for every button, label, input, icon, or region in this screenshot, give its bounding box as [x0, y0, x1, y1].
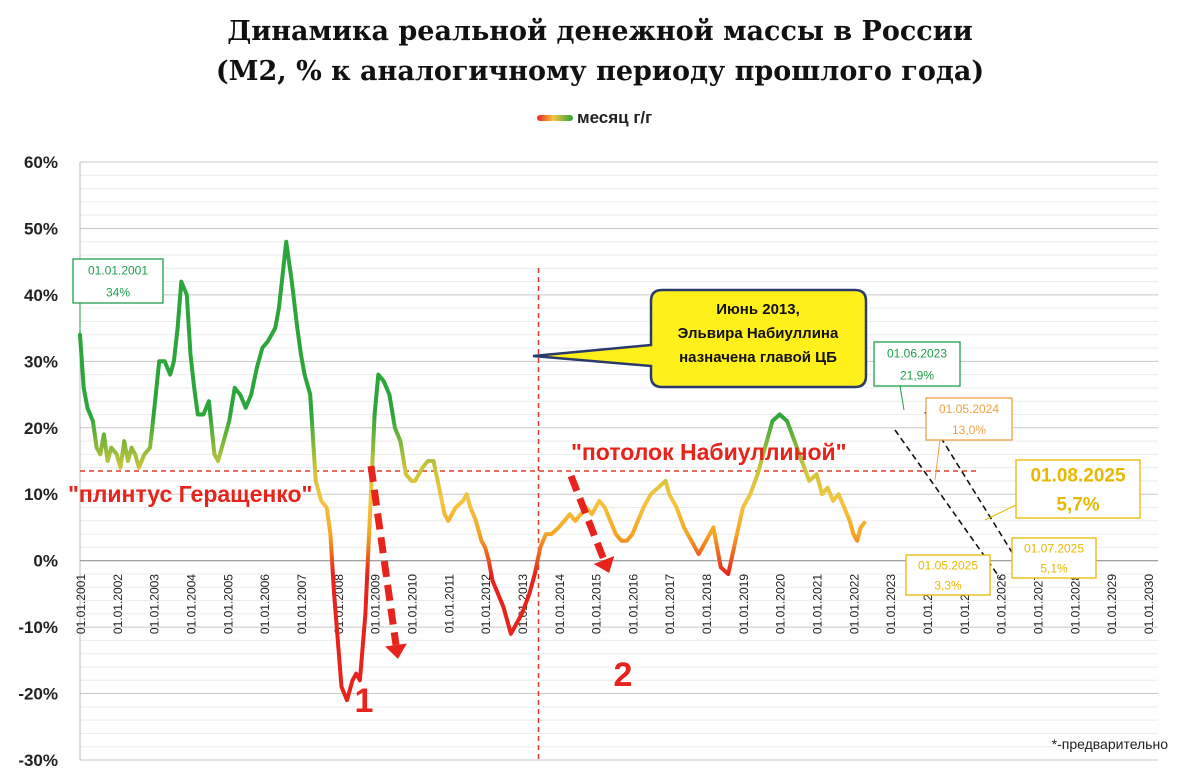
legend-label: месяц г/г	[577, 108, 653, 127]
legend-swatch	[537, 115, 573, 121]
y-tick-label: -10%	[18, 618, 58, 637]
x-tick-label: 01.01.2026	[995, 574, 1009, 634]
footnote: *-предварительно	[1051, 736, 1168, 752]
x-tick-label: 01.01.2011	[442, 574, 456, 633]
x-tick-label: 01.01.2007	[295, 574, 309, 634]
y-tick-label: -20%	[18, 685, 58, 704]
annotation-2025-08-text: 01.08.2025	[1030, 465, 1126, 486]
annotation-2024-leader	[934, 439, 941, 481]
x-tick-label: 01.01.2027	[1032, 574, 1046, 634]
y-tick-label: -30%	[18, 751, 58, 770]
annotation-2023-text: 01.06.2023	[887, 346, 947, 360]
chart-title-line2: (М2, % к аналогичному периоду прошлого г…	[215, 56, 985, 87]
x-tick-label: 01.01.2019	[737, 574, 751, 634]
annotation-2025-05-text: 3,3%	[934, 578, 962, 592]
crisis-label-2: 2	[614, 656, 633, 694]
ceiling-label: "потолок Набиуллиной"	[571, 439, 847, 465]
annotation-2023-text: 21,9%	[900, 368, 934, 382]
legend: месяц г/г	[537, 108, 652, 128]
y-tick-label: 40%	[24, 286, 58, 305]
annotation-2024-box	[925, 397, 1013, 441]
x-tick-label: 01.01.2010	[405, 574, 419, 634]
crisis-arrow-2-head	[593, 555, 615, 574]
annotation-2025-07-box	[1011, 537, 1097, 579]
x-tick-label: 01.01.2022	[847, 574, 861, 634]
y-tick-label: 50%	[24, 219, 58, 238]
x-tick-label: 01.01.2009	[369, 574, 383, 634]
x-tick-label: 01.01.2023	[884, 574, 898, 634]
y-tick-label: 30%	[24, 352, 58, 371]
x-tick-label: 01.01.2030	[1142, 574, 1156, 634]
x-tick-label: 01.01.2021	[811, 574, 825, 634]
y-tick-label: 60%	[24, 153, 58, 172]
annotation-2025-05-box	[905, 554, 991, 596]
series-line	[78, 239, 867, 703]
x-tick-label: 01.01.2012	[479, 574, 493, 634]
annotation-2025-05-text: 01.05.2025	[918, 558, 978, 572]
crisis-arrow-1	[367, 465, 400, 646]
annotation-2023-leader	[899, 385, 905, 411]
x-tick-label: 01.01.2029	[1105, 574, 1119, 634]
x-tick-label: 01.01.2017	[663, 574, 677, 634]
x-tick-label: 01.01.2001	[74, 574, 88, 634]
x-tick-label: 01.01.2013	[516, 574, 530, 634]
x-tick-label: 01.01.2015	[590, 574, 604, 634]
x-tick-label: 01.01.2002	[111, 574, 125, 634]
crisis-arrow-2	[567, 474, 608, 562]
x-tick-label: 01.01.2028	[1068, 574, 1082, 634]
crisis-label-1: 1	[355, 682, 374, 720]
y-tick-label: 0%	[33, 552, 58, 571]
chart-title-line1: Динамика реальной денежной массы в Росси…	[227, 16, 973, 47]
callout-text: назначена главой ЦБ	[679, 349, 837, 366]
annotation-2001-text: 34%	[106, 285, 130, 299]
annotation-2024-text: 01.05.2024	[939, 402, 999, 416]
annotation-2025-08-text: 5,7%	[1056, 494, 1099, 515]
x-tick-label: 01.01.2020	[774, 574, 788, 634]
callout-text: Эльвира Набиуллина	[678, 325, 839, 342]
annotation-2025-08-leader	[984, 504, 1017, 521]
y-tick-label: 10%	[24, 485, 58, 504]
trend-line-lower	[894, 429, 1001, 579]
annotation-2024-text: 13,0%	[952, 423, 986, 437]
annotation-2023-box	[873, 341, 961, 387]
x-tick-label: 01.01.2005	[221, 574, 235, 634]
x-tick-label: 01.01.2006	[258, 574, 272, 634]
annotation-2001-box	[72, 258, 164, 304]
callout-box	[532, 288, 868, 389]
x-tick-label: 01.01.2003	[148, 574, 162, 634]
annotation-2025-08-box	[1015, 459, 1141, 519]
annotation-2001-text: 01.01.2001	[88, 263, 148, 277]
x-tick-label: 01.01.2004	[184, 574, 198, 634]
floor-label: "плинтус Геращенко"	[68, 481, 312, 507]
annotation-2025-07-text: 5,1%	[1040, 561, 1068, 575]
annotation-2025-07-text: 01.07.2025	[1024, 541, 1084, 555]
x-tick-label: 01.01.2014	[553, 574, 567, 634]
y-tick-label: 20%	[24, 419, 58, 438]
x-tick-label: 01.01.2016	[626, 574, 640, 634]
crisis-arrow-1-head	[385, 643, 407, 659]
x-tick-label: 01.01.2018	[700, 574, 714, 634]
callout-text: Июнь 2013,	[716, 301, 800, 318]
